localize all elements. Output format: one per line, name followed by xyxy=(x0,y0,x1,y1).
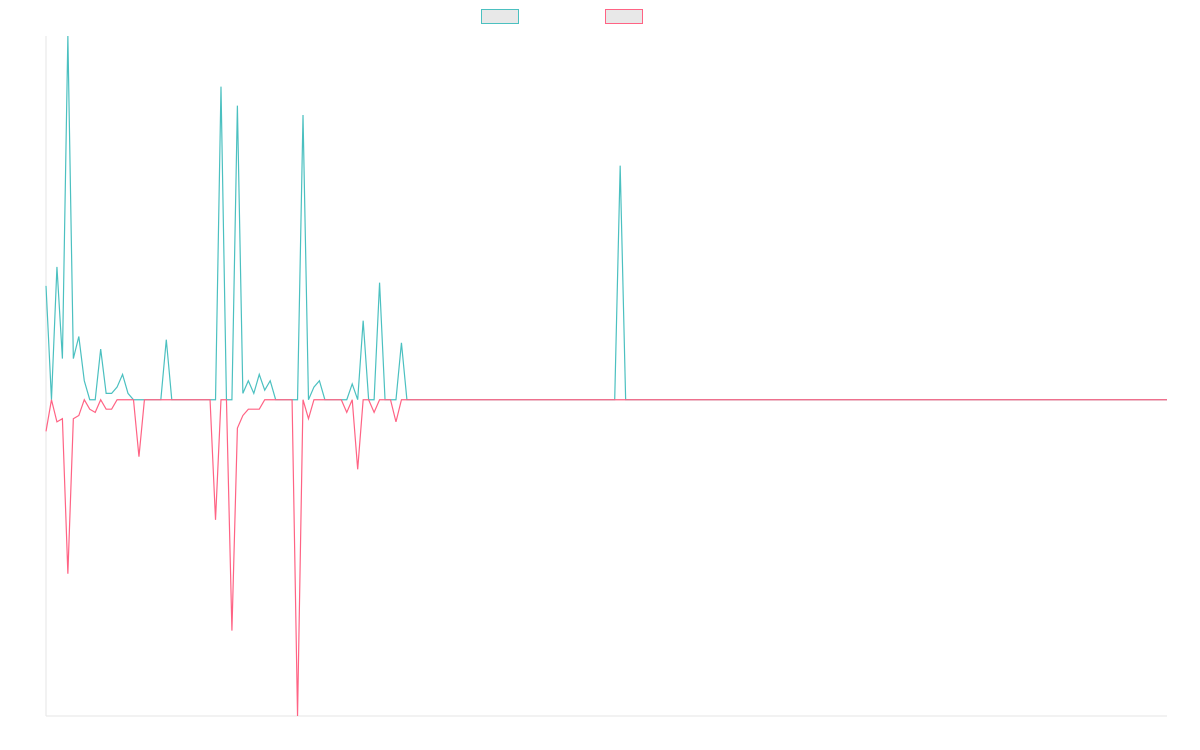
legend-item-series-1[interactable] xyxy=(481,9,525,24)
series-line-1 xyxy=(45,35,1167,401)
legend-item-series-2[interactable] xyxy=(605,9,649,24)
series-line-2 xyxy=(45,398,1167,717)
chart-legend xyxy=(0,9,1200,27)
legend-swatch-series-1 xyxy=(481,9,519,24)
legend-swatch-series-2 xyxy=(605,9,643,24)
